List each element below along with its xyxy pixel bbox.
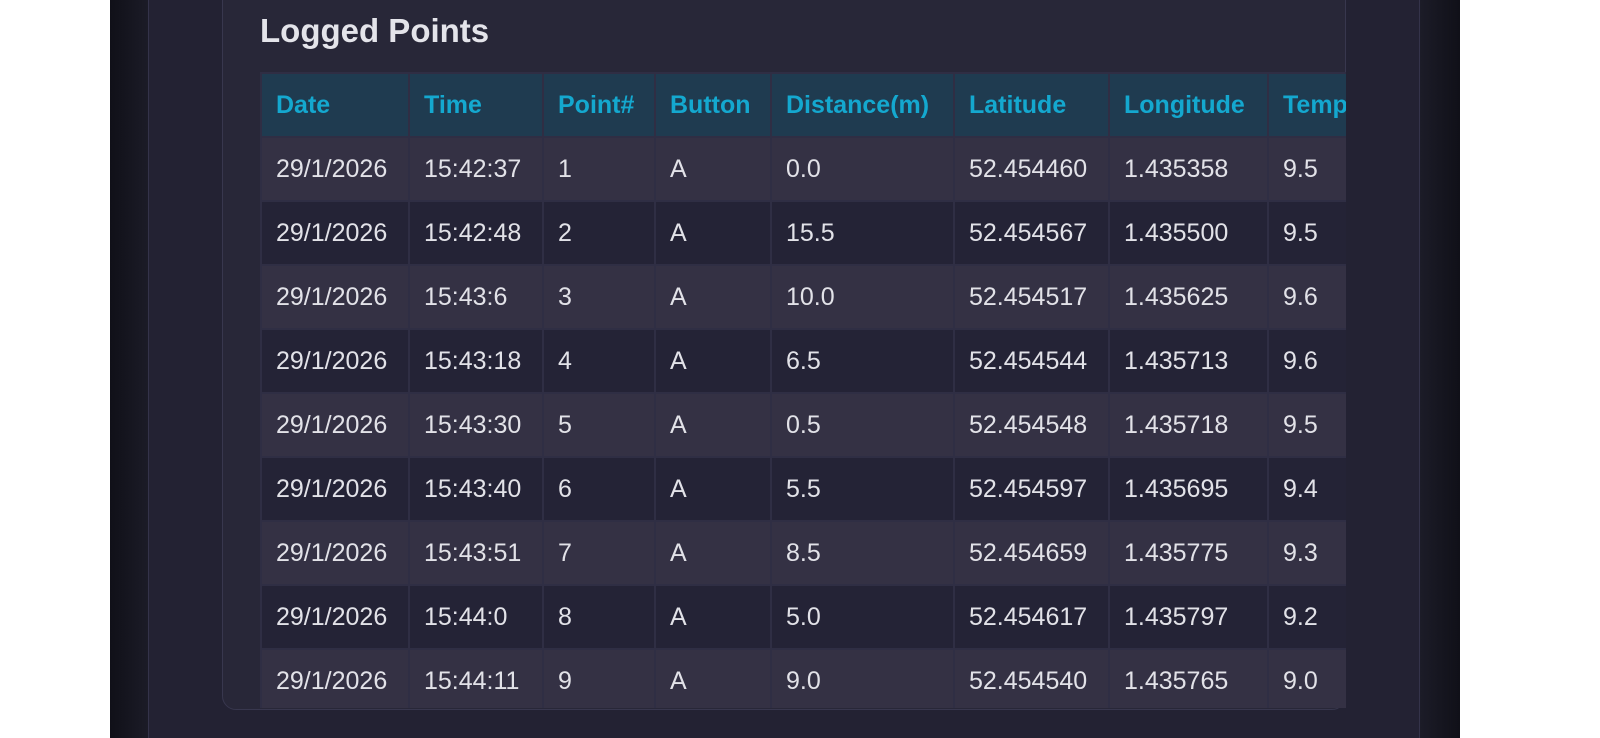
table-cell: 9.0 [770,648,955,708]
table-cell: 29/1/2026 [260,328,410,394]
table-cell: 52.454567 [953,200,1110,266]
table-cell: 1.435775 [1108,520,1269,586]
table-cell: 10.0 [770,264,955,330]
table-header-row: Date Time Point# Button Distance(m) Latitude L… [260,72,1346,138]
table-cell: 5 [542,392,656,458]
table-cell: 15:43:18 [408,328,544,394]
table-row: 29/1/2026 15:44:0 8 A 5.0 52.454617 1.435797 9.… [260,584,1346,650]
logged-points-table: Date Time Point# Button Distance(m) Latitude L… [260,72,1346,708]
column-header-longitude[interactable]: Longitude [1108,72,1269,138]
table-cell: 9.3 [1267,520,1346,586]
table-cell: 15:42:48 [408,200,544,266]
table-cell: 29/1/2026 [260,200,410,266]
table-cell: 2 [542,200,656,266]
table-cell: 9.4 [1267,456,1346,522]
table-cell: 52.454548 [953,392,1110,458]
table-cell: 9.5 [1267,392,1346,458]
table-row: 29/1/2026 15:42:48 2 A 15.5 52.454567 1.435500… [260,200,1346,266]
table-cell: 29/1/2026 [260,264,410,330]
table-cell: 52.454544 [953,328,1110,394]
table-cell: 5.0 [770,584,955,650]
table-cell: 15:43:30 [408,392,544,458]
section-title: Logged Points [260,12,490,49]
table-cell: 1.435695 [1108,456,1269,522]
table-cell: 52.454617 [953,584,1110,650]
table-cell: 6 [542,456,656,522]
table-cell: 1.435713 [1108,328,1269,394]
table-cell: 52.454597 [953,456,1110,522]
table-cell: 29/1/2026 [260,648,410,708]
table-cell: 4 [542,328,656,394]
table-cell: 29/1/2026 [260,456,410,522]
table-cell: A [654,200,772,266]
table-cell: 15.5 [770,200,955,266]
table-cell: 52.454540 [953,648,1110,708]
table-cell: 15:43:6 [408,264,544,330]
table-cell: A [654,456,772,522]
table-cell: 52.454517 [953,264,1110,330]
column-header-temp[interactable]: Temp [1267,72,1346,138]
table-cell: A [654,136,772,202]
table-cell: 7 [542,520,656,586]
table-cell: 9.2 [1267,584,1346,650]
column-header-button[interactable]: Button [654,72,772,138]
table-cell: 3 [542,264,656,330]
table-cell: 9.5 [1267,200,1346,266]
table-cell: 5.5 [770,456,955,522]
table-cell: A [654,584,772,650]
table-cell: 29/1/2026 [260,520,410,586]
table-cell: 1.435718 [1108,392,1269,458]
table-cell: 8 [542,584,656,650]
table-cell: 52.454460 [953,136,1110,202]
table-cell: 29/1/2026 [260,392,410,458]
table-cell: A [654,264,772,330]
table-row: 29/1/2026 15:43:40 6 A 5.5 52.454597 1.435695 9… [260,456,1346,522]
table-cell: 15:42:37 [408,136,544,202]
column-header-time[interactable]: Time [408,72,544,138]
table-cell: 9.6 [1267,264,1346,330]
table-cell: 1 [542,136,656,202]
table-cell: 1.435500 [1108,200,1269,266]
table-cell: 8.5 [770,520,955,586]
table-cell: 52.454659 [953,520,1110,586]
table-cell: 9.5 [1267,136,1346,202]
table-row: 29/1/2026 15:43:51 7 A 8.5 52.454659 1.435775 9… [260,520,1346,586]
logged-points-table-scroll[interactable]: Date Time Point# Button Distance(m) Latitude L… [260,72,1346,708]
column-header-point[interactable]: Point# [542,72,656,138]
column-header-distance-m[interactable]: Distance(m) [770,72,955,138]
table-cell: 1.435797 [1108,584,1269,650]
table-row: 29/1/2026 15:42:37 1 A 0.0 52.454460 1.435358 9… [260,136,1346,202]
table-cell: A [654,520,772,586]
table-cell: 0.0 [770,136,955,202]
table-cell: 9.0 [1267,648,1346,708]
table-cell: 15:43:51 [408,520,544,586]
table-cell: 1.435358 [1108,136,1269,202]
column-header-date[interactable]: Date [260,72,410,138]
table-cell: 15:44:11 [408,648,544,708]
table-cell: 29/1/2026 [260,136,410,202]
table-cell: 1.435765 [1108,648,1269,708]
table-cell: 9 [542,648,656,708]
table-cell: 15:43:40 [408,456,544,522]
column-header-latitude[interactable]: Latitude [953,72,1110,138]
table-cell: A [654,392,772,458]
table-row: 29/1/2026 15:43:18 4 A 6.5 52.454544 1.435713 9… [260,328,1346,394]
table-cell: A [654,328,772,394]
table-row: 29/1/2026 15:43:6 3 A 10.0 52.454517 1.435625 9… [260,264,1346,330]
table-row: 29/1/2026 15:43:30 5 A 0.5 52.454548 1.435718 9… [260,392,1346,458]
table-cell: A [654,648,772,708]
table-row: 29/1/2026 15:44:11 9 A 9.0 52.454540 1.435765 9… [260,648,1346,708]
table-cell: 29/1/2026 [260,584,410,650]
table-cell: 15:44:0 [408,584,544,650]
table-cell: 9.6 [1267,328,1346,394]
table-cell: 1.435625 [1108,264,1269,330]
table-cell: 6.5 [770,328,955,394]
table-cell: 0.5 [770,392,955,458]
